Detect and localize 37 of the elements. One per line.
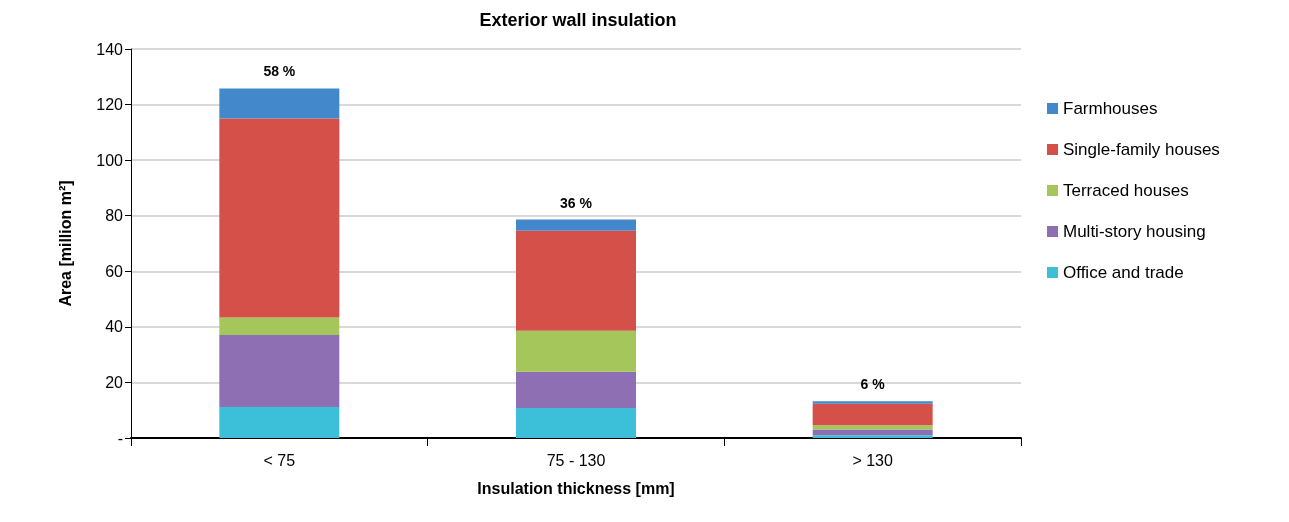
bar bbox=[219, 317, 340, 335]
bar bbox=[516, 219, 636, 231]
y-tick-label: - bbox=[117, 429, 123, 447]
bar bbox=[516, 407, 636, 438]
y-tick-label: 80 bbox=[105, 207, 124, 225]
bar bbox=[516, 371, 636, 408]
y-tick-label: 60 bbox=[105, 262, 124, 280]
legend-label: Farmhouses bbox=[1063, 99, 1158, 118]
legend-label: Multi-story housing bbox=[1063, 222, 1206, 241]
y-tick-label: 20 bbox=[105, 373, 124, 391]
annotation: 6 % bbox=[860, 376, 886, 393]
x-tick-label: 75 - 130 bbox=[546, 451, 606, 469]
y-tick-label: 140 bbox=[96, 40, 124, 58]
annotation: 58 % bbox=[263, 63, 296, 80]
bar bbox=[219, 406, 340, 438]
x-axis-title: Insulation thickness [mm] bbox=[477, 479, 675, 497]
x-tick-label: > 130 bbox=[852, 451, 894, 469]
x-tick-label: < 75 bbox=[263, 451, 296, 469]
legend-label: Terraced houses bbox=[1063, 181, 1189, 200]
bar bbox=[516, 230, 636, 331]
y-tick-label: 100 bbox=[96, 151, 124, 169]
bar bbox=[812, 435, 933, 438]
chart-title: Exterior wall insulation bbox=[479, 10, 677, 30]
legend-label: Single-family houses bbox=[1063, 140, 1220, 159]
bar bbox=[516, 330, 636, 372]
y-tick-label: 120 bbox=[96, 96, 124, 114]
bar bbox=[219, 88, 340, 119]
bar bbox=[219, 118, 340, 318]
legend-label: Office and trade bbox=[1063, 263, 1184, 282]
bar bbox=[812, 401, 933, 404]
bar bbox=[812, 425, 933, 430]
bar bbox=[812, 403, 933, 426]
annotation: 36 % bbox=[560, 194, 593, 211]
bar bbox=[219, 334, 340, 407]
y-axis-title: Area [million m²] bbox=[56, 180, 74, 307]
bar bbox=[812, 429, 933, 436]
y-tick-label: 40 bbox=[105, 318, 124, 336]
